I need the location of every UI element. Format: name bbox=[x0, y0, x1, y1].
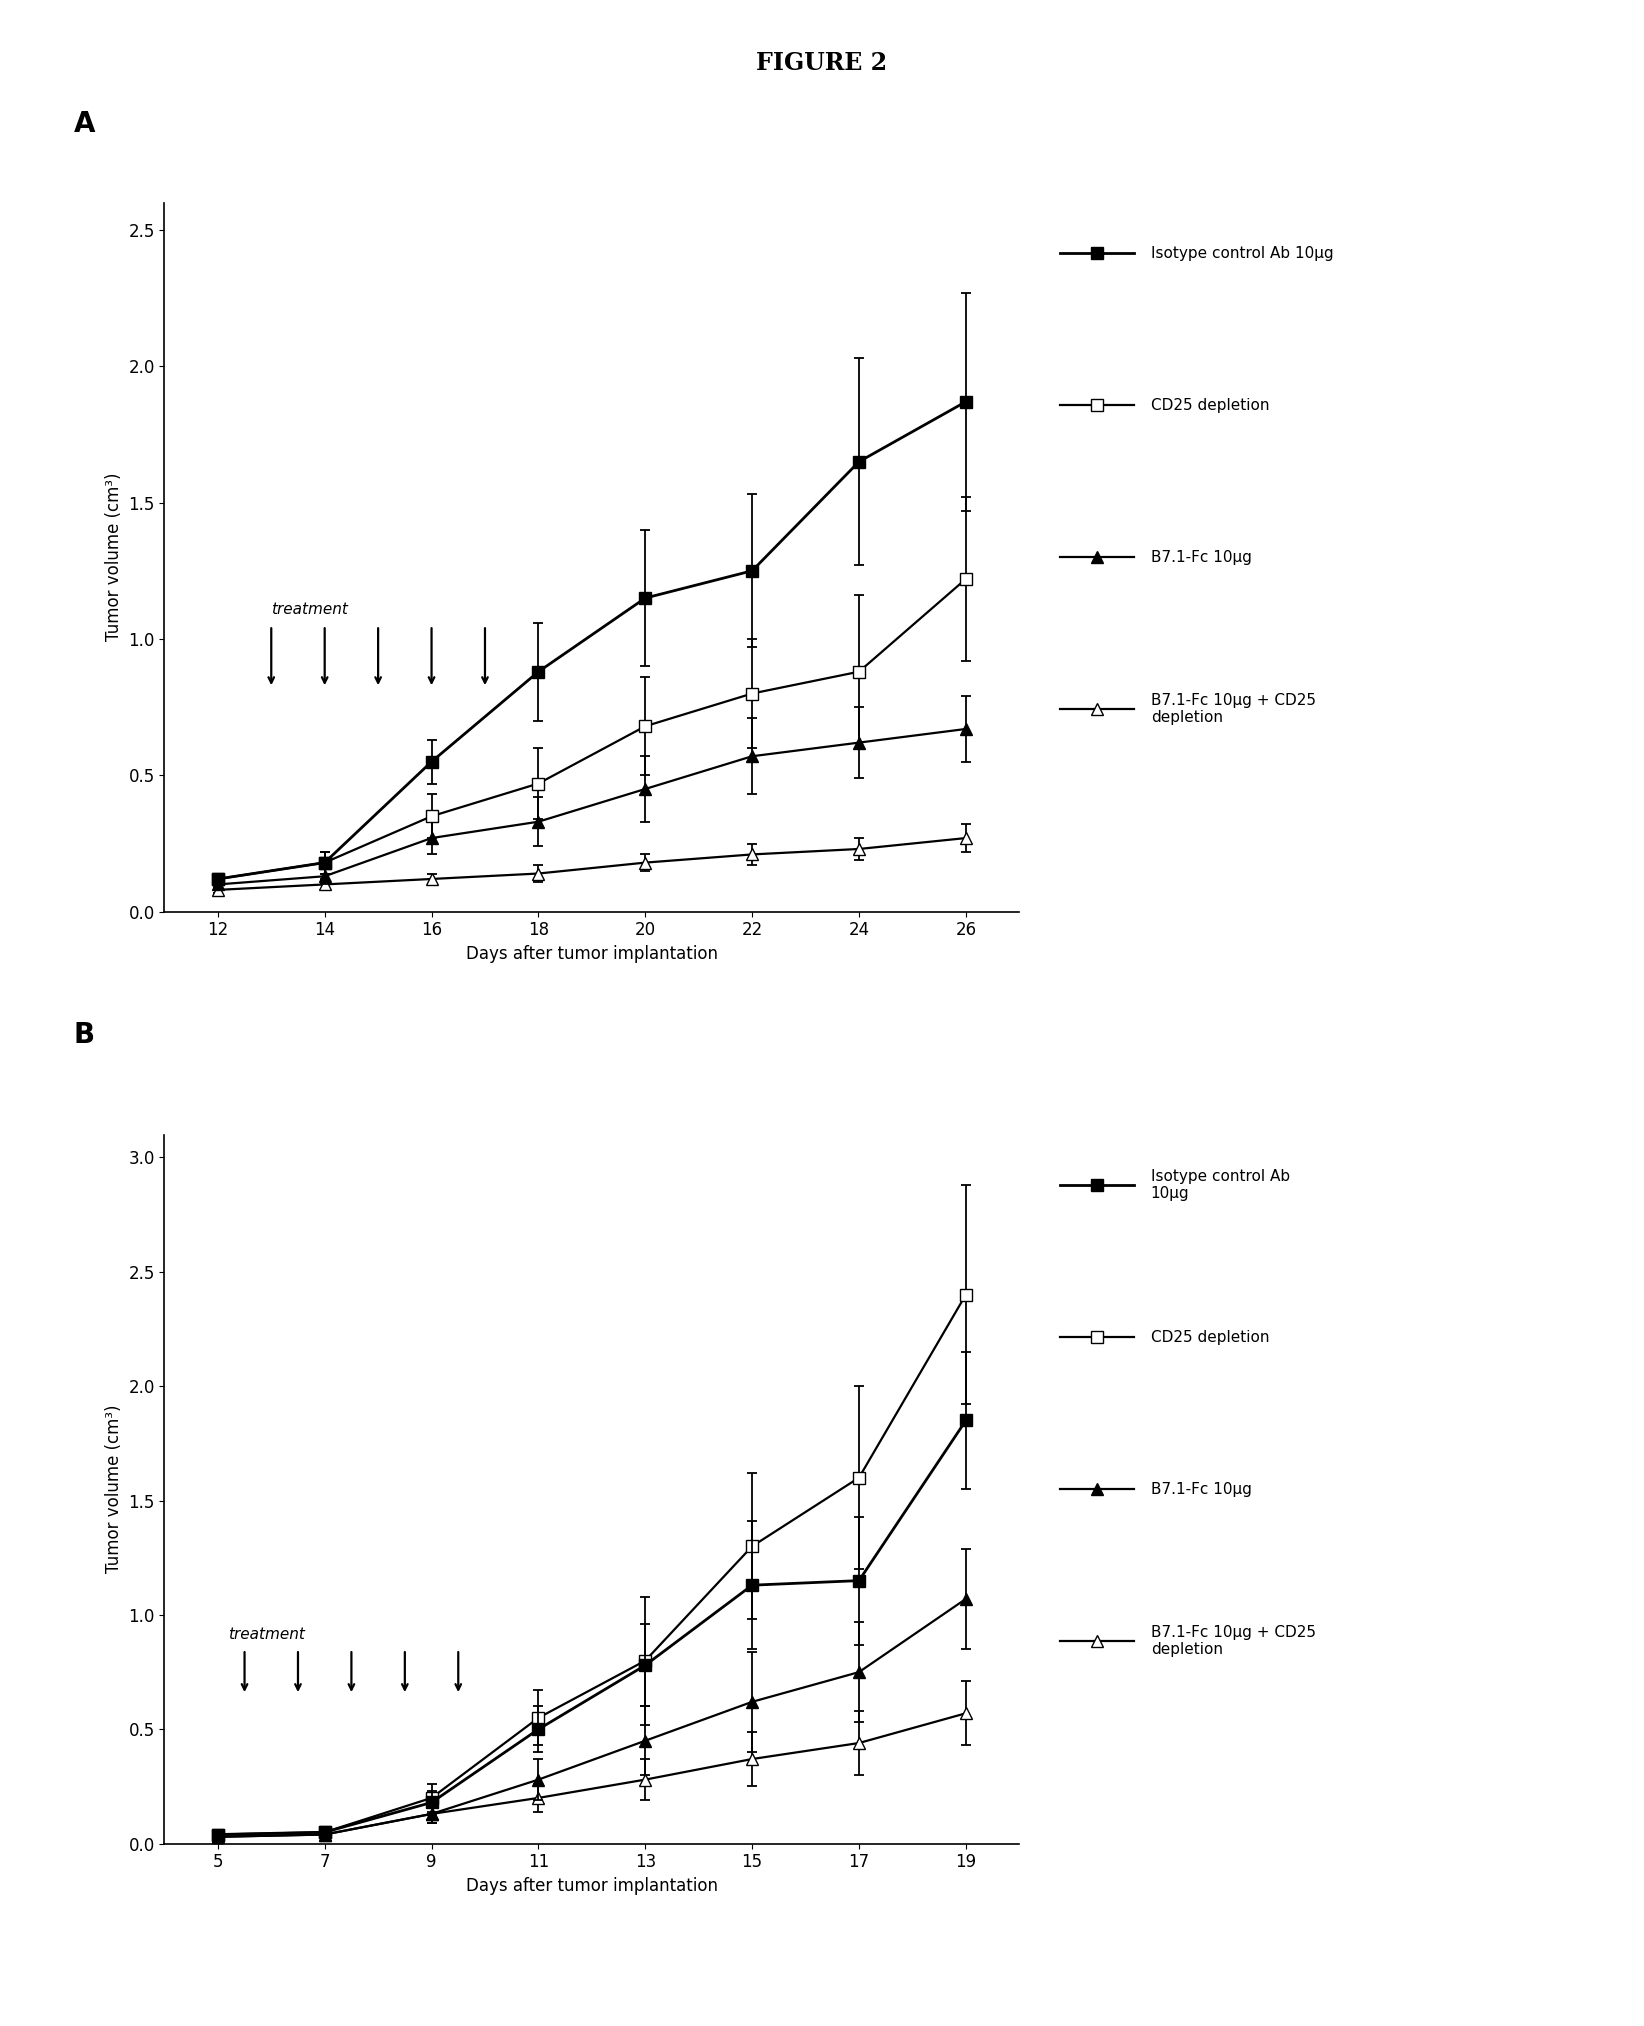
Y-axis label: Tumor volume (cm³): Tumor volume (cm³) bbox=[105, 1404, 123, 1574]
Text: treatment: treatment bbox=[229, 1627, 306, 1643]
Text: A: A bbox=[74, 109, 95, 138]
Text: CD25 depletion: CD25 depletion bbox=[1151, 397, 1269, 413]
Text: treatment: treatment bbox=[271, 602, 349, 618]
X-axis label: Days after tumor implantation: Days after tumor implantation bbox=[465, 1876, 718, 1894]
X-axis label: Days after tumor implantation: Days after tumor implantation bbox=[465, 944, 718, 962]
Text: B: B bbox=[74, 1021, 95, 1049]
Text: FIGURE 2: FIGURE 2 bbox=[756, 51, 888, 75]
Text: Isotype control Ab 10μg: Isotype control Ab 10μg bbox=[1151, 245, 1333, 261]
Text: B7.1-Fc 10μg: B7.1-Fc 10μg bbox=[1151, 1481, 1251, 1497]
Y-axis label: Tumor volume (cm³): Tumor volume (cm³) bbox=[105, 472, 123, 642]
Text: Isotype control Ab
10μg: Isotype control Ab 10μg bbox=[1151, 1169, 1291, 1201]
Text: B7.1-Fc 10μg + CD25
depletion: B7.1-Fc 10μg + CD25 depletion bbox=[1151, 693, 1315, 725]
Text: CD25 depletion: CD25 depletion bbox=[1151, 1329, 1269, 1345]
Text: B7.1-Fc 10μg + CD25
depletion: B7.1-Fc 10μg + CD25 depletion bbox=[1151, 1625, 1315, 1657]
Text: B7.1-Fc 10μg: B7.1-Fc 10μg bbox=[1151, 549, 1251, 565]
